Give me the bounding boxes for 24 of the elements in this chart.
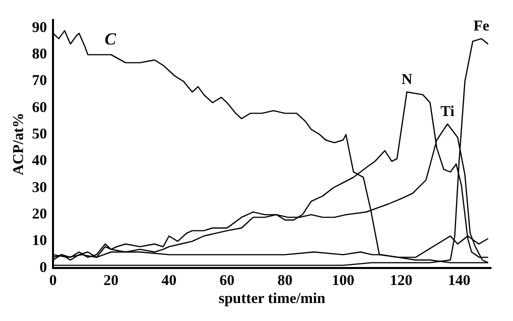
x-tick-label: 80 — [278, 272, 293, 289]
series-label: Ti — [440, 104, 454, 120]
y-tick-label: 30 — [32, 180, 47, 196]
x-tick-label: 120 — [390, 272, 412, 289]
y-tick-label: 10 — [32, 233, 47, 250]
y-tick-label: 50 — [32, 126, 47, 143]
y-tick-label: 0 — [40, 260, 47, 276]
y-tick-label: 40 — [32, 153, 47, 170]
series-label: N — [401, 72, 412, 88]
x-tick-label: 140 — [448, 272, 470, 289]
series-label: C — [104, 30, 117, 49]
y-axis-title: ACP/at% — [10, 112, 27, 176]
y-tick-label: 80 — [32, 46, 47, 63]
x-tick-label: 100 — [332, 272, 354, 289]
x-tick-label: 40 — [162, 272, 177, 289]
x-tick-label: 0 — [49, 272, 57, 289]
series-label: Fe — [474, 18, 490, 35]
y-tick-label: 60 — [32, 100, 47, 116]
x-tick-label: 20 — [104, 272, 119, 289]
x-axis-title: sputter time/min — [218, 290, 326, 307]
y-tick-label: 70 — [32, 73, 47, 90]
x-tick-label: 60 — [220, 272, 235, 289]
y-tick-label: 90 — [32, 20, 47, 36]
y-tick-label: 20 — [32, 206, 47, 223]
